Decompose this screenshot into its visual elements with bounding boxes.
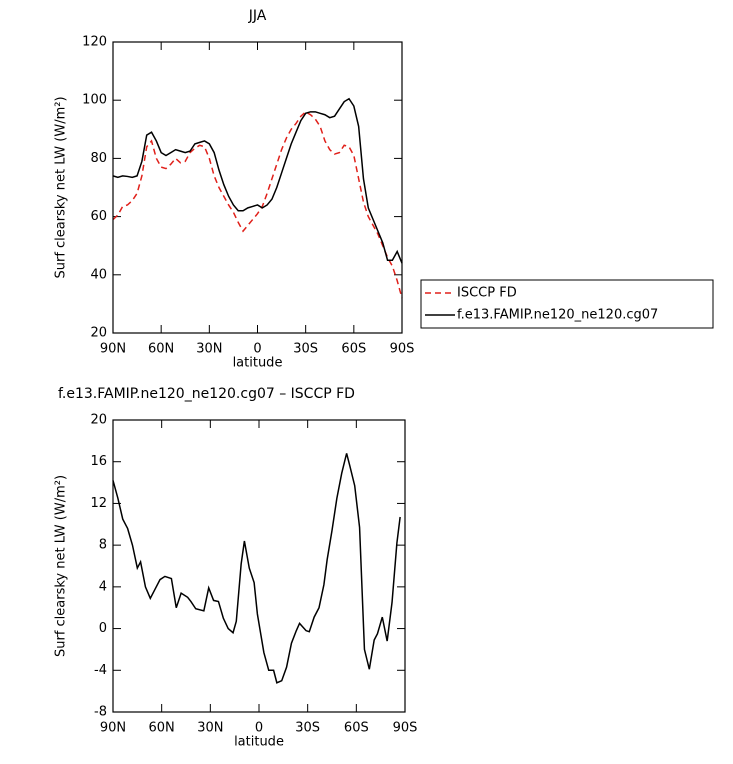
x-tick-label: 90N — [100, 342, 126, 357]
y-tick-label: 120 — [82, 35, 107, 50]
x-tick-label: 30N — [196, 342, 222, 357]
y-tick-label: 100 — [82, 93, 107, 108]
y-axis-label: Surf clearsky net LW (W/m²) — [54, 475, 69, 657]
x-axis-label: latitude — [233, 356, 283, 371]
legend-box — [420, 279, 714, 329]
y-tick-label: 80 — [90, 151, 107, 166]
x-tick-label: 90S — [390, 342, 415, 357]
y-tick-label: 20 — [90, 413, 107, 428]
y-tick-label: -8 — [94, 705, 107, 720]
x-tick-label: 0 — [255, 721, 263, 736]
chart-title: f.e13.FAMIP.ne120_ne120.cg07 – ISCCP FD — [58, 386, 355, 402]
x-tick-label: 90S — [393, 721, 418, 736]
x-tick-label: 90N — [100, 721, 126, 736]
x-tick-label: 30S — [295, 721, 320, 736]
y-tick-label: 12 — [90, 496, 107, 511]
x-tick-label: 60N — [148, 342, 174, 357]
data-line — [112, 97, 403, 264]
y-tick-label: 8 — [99, 538, 107, 553]
x-tick-label: 60S — [344, 721, 369, 736]
y-tick-label: 40 — [90, 267, 107, 282]
y-tick-label: -4 — [94, 663, 107, 678]
x-tick-label: 0 — [253, 342, 261, 357]
y-tick-label: 0 — [99, 621, 107, 636]
x-tick-label: 60N — [149, 721, 175, 736]
x-tick-label: 60S — [341, 342, 366, 357]
y-tick-label: 4 — [99, 579, 107, 594]
plot-frame — [112, 41, 403, 334]
x-tick-label: 30S — [293, 342, 318, 357]
chart-title: JJA — [248, 8, 267, 24]
x-axis-label: latitude — [234, 735, 284, 750]
y-axis-label: Surf clearsky net LW (W/m²) — [54, 96, 69, 278]
y-tick-label: 16 — [90, 454, 107, 469]
data-line — [112, 453, 401, 684]
legend-label: ISCCP FD — [457, 286, 517, 301]
y-tick-label: 60 — [90, 209, 107, 224]
plot-frame — [112, 419, 406, 713]
data-line — [112, 110, 403, 299]
legend-label: f.e13.FAMIP.ne120_ne120.cg07 — [457, 308, 658, 323]
y-tick-label: 20 — [90, 326, 107, 341]
x-tick-label: 30N — [197, 721, 223, 736]
